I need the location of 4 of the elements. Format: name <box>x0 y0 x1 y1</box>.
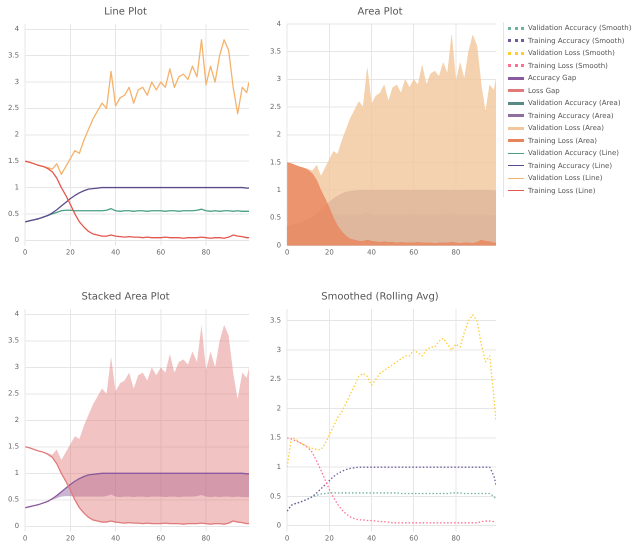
chart-title: Area Plot <box>357 6 403 18</box>
chart-title: Stacked Area Plot <box>81 292 170 303</box>
chart-title: Line Plot <box>104 6 148 18</box>
chart-title: Smoothed (Rolling Avg) <box>321 292 439 303</box>
